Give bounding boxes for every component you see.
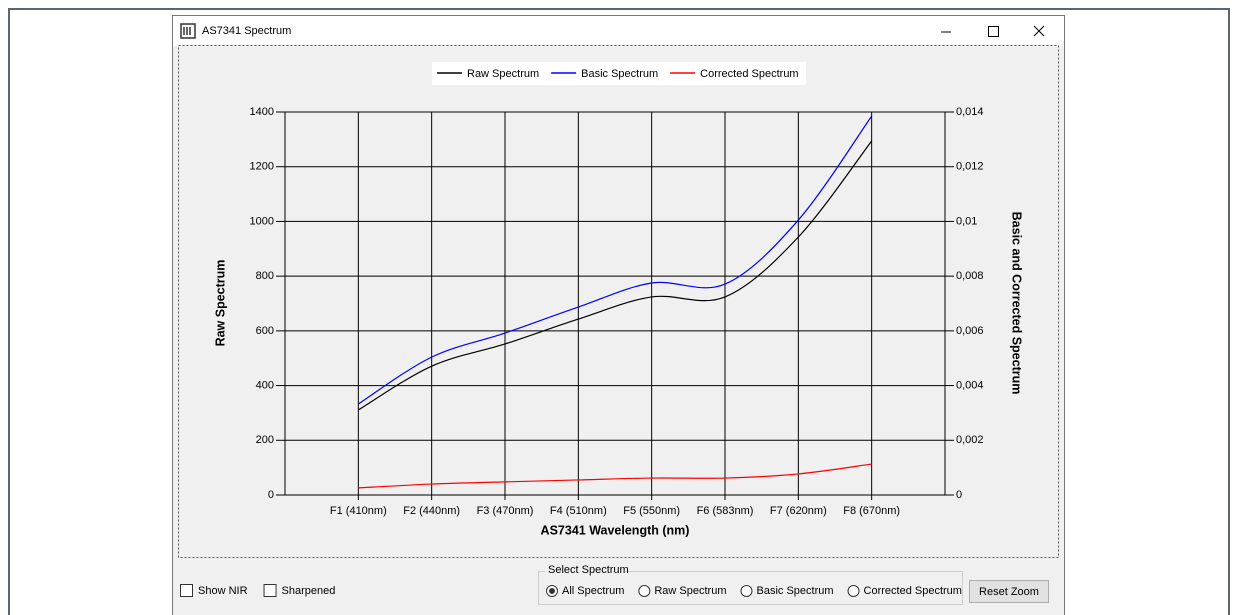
y-tick-label: 1000 [250, 215, 274, 227]
button-label[interactable]: Reset Zoom [979, 586, 1039, 598]
x-tick-label: F5 (550nm) [623, 505, 680, 517]
x-tick-label: F2 (440nm) [403, 505, 460, 517]
x-tick-label: F7 (620nm) [770, 505, 827, 517]
checkbox[interactable] [263, 584, 277, 597]
x-axis-title: AS7341 Wavelength (nm) [541, 523, 690, 537]
checkbox-label[interactable]: Show NIR [198, 585, 248, 597]
legend [432, 62, 806, 85]
maximize-button[interactable] [988, 26, 999, 37]
y-tick-label: 200 [256, 434, 274, 446]
radio-dot[interactable] [549, 588, 555, 594]
legend-label: Raw Spectrum [467, 68, 539, 80]
radio-label[interactable]: Corrected Spectrum [864, 585, 962, 597]
app-icon-mark [183, 27, 191, 35]
radio-label[interactable]: All Spectrum [562, 585, 624, 597]
radio[interactable] [847, 585, 860, 597]
x-tick-label: F8 (670nm) [843, 505, 900, 517]
y2-tick-label: 0 [956, 489, 962, 501]
y-tick-label: 600 [256, 325, 274, 337]
y-tick-label: 1200 [250, 161, 274, 173]
y2-tick-label: 0,008 [956, 270, 984, 282]
close-button[interactable] [1033, 25, 1045, 37]
y-axis-title: Raw Spectrum [213, 260, 227, 347]
legend-label: Basic Spectrum [581, 68, 658, 80]
series-line [358, 463, 872, 489]
y2-axis-title: Basic and Corrected Spectrum [1010, 212, 1024, 395]
y2-tick-label: 0,012 [956, 161, 984, 173]
y-tick-label: 1400 [250, 106, 274, 118]
x-tick-label: F3 (470nm) [477, 505, 534, 517]
legend-label: Corrected Spectrum [700, 68, 798, 80]
radio-label[interactable]: Raw Spectrum [654, 585, 726, 597]
app-icon [180, 23, 196, 39]
radio[interactable] [638, 585, 651, 597]
chart-area [178, 45, 1059, 558]
group-title-bg [545, 563, 625, 575]
y2-tick-label: 0,004 [956, 379, 984, 391]
series-line [358, 140, 873, 411]
x-tick-label: F1 (410nm) [330, 505, 387, 517]
x-tick-label: F6 (583nm) [697, 505, 754, 517]
series-line [358, 115, 873, 405]
y2-tick-label: 0,014 [956, 106, 984, 118]
radio[interactable] [740, 585, 753, 597]
window-title: AS7341 Spectrum [202, 25, 291, 37]
checkbox[interactable] [180, 584, 193, 597]
reset-zoom-button[interactable] [969, 580, 1049, 603]
frame [8, 8, 1230, 615]
y-tick-label: 400 [256, 379, 274, 391]
checkbox-label[interactable]: Sharpened [282, 585, 336, 597]
y-tick-label: 0 [268, 489, 274, 501]
title-bar [173, 16, 1064, 46]
radio-label[interactable]: Basic Spectrum [757, 585, 834, 597]
y-tick-label: 800 [256, 270, 274, 282]
y2-tick-label: 0,006 [956, 325, 984, 337]
axes [284, 112, 946, 496]
group-title: Select Spectrum [548, 564, 629, 576]
radio-group [538, 571, 963, 605]
y2-tick-label: 0,002 [956, 434, 984, 446]
x-tick-label: F4 (510nm) [550, 505, 607, 517]
y2-tick-label: 0,01 [956, 215, 977, 227]
